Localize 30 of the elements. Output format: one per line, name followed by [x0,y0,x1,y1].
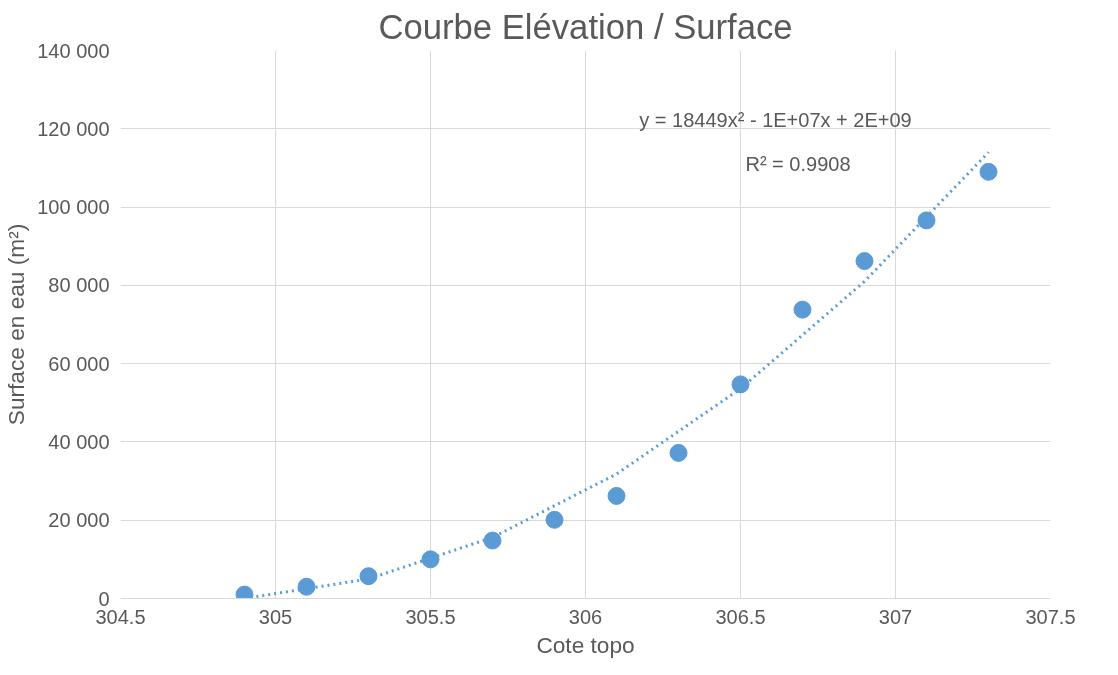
point [483,531,502,550]
y-tick-label: 100 000 [37,196,110,219]
y-tick-label: 80 000 [48,274,110,297]
chart-title: Courbe Elévation / Surface [378,7,793,46]
point [359,567,378,586]
point [607,486,626,505]
point [793,300,812,319]
point [979,162,998,181]
x-tick-label: 307.5 [1025,605,1076,628]
annotation: R² = 0.9908 [745,152,851,175]
x-axis-title: Cote topo [536,631,635,658]
point [855,252,874,271]
x-tick-label: 306 [568,605,603,628]
y-axis-title: Surface en eau (m²) [3,223,30,426]
x-tick-label: 306.5 [715,605,766,628]
y-tick-label: 60 000 [48,352,110,375]
x-tick-label: 305.5 [405,605,456,628]
y-tick-label: 40 000 [48,430,110,453]
point [669,443,688,462]
point [917,211,936,230]
annotation: y = 18449x² - 1E+07x + 2E+09 [639,108,912,131]
y-tick-label: 140 000 [37,39,110,62]
y-tick-label: 20 000 [48,509,110,532]
point [297,577,316,596]
point [545,510,564,529]
x-tick-label: 307 [878,605,913,628]
point [421,550,440,569]
x-tick-label: 305 [258,605,293,628]
y-tick-label: 120 000 [37,117,110,140]
point [731,375,750,394]
